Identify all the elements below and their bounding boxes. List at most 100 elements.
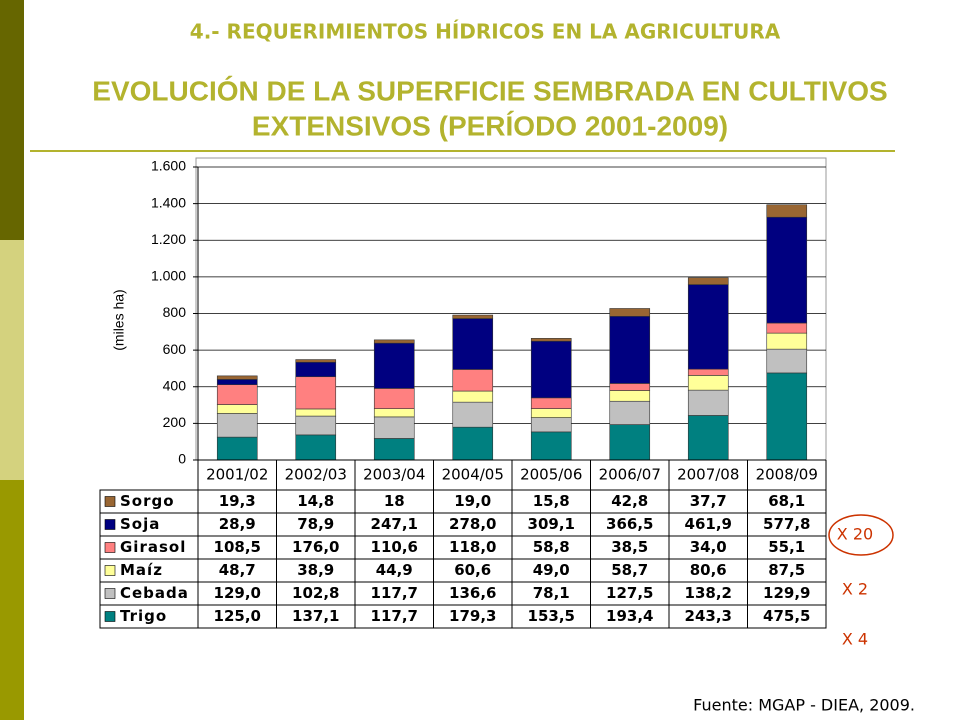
data-label: 80,6 <box>690 561 727 579</box>
bar-segment <box>687 368 729 376</box>
bar-segment <box>452 401 494 428</box>
bar-segment <box>452 318 494 370</box>
data-label: 117,7 <box>371 584 418 602</box>
data-label: 366,5 <box>606 515 653 533</box>
bar-segment <box>609 424 651 461</box>
legend-label: Maíz <box>120 561 163 579</box>
bar-segment <box>766 372 808 461</box>
bar-segment <box>452 314 494 319</box>
y-tick-label: 1.200 <box>151 231 186 247</box>
legend-swatch <box>104 496 116 507</box>
bar-segment <box>216 404 258 414</box>
y-tick-label: 0 <box>178 451 186 467</box>
bar-segment <box>452 390 494 403</box>
legend-label: Trigo <box>120 607 167 625</box>
annotation: X 20 <box>837 525 873 544</box>
data-label: 117,7 <box>371 607 418 625</box>
data-label: 37,7 <box>690 492 727 510</box>
bar-segment <box>609 308 651 317</box>
data-label: 247,1 <box>371 515 418 533</box>
data-label: 44,9 <box>376 561 413 579</box>
legend-label: Sorgo <box>120 492 175 510</box>
data-label: 19,3 <box>219 492 256 510</box>
chart-title: EXTENSIVOS (PERÍODO 2001-2009) <box>252 110 728 141</box>
bar-segment <box>687 284 729 370</box>
data-label: 137,1 <box>292 607 339 625</box>
legend-label: Soja <box>120 515 160 533</box>
data-label: 60,6 <box>454 561 491 579</box>
data-label: 461,9 <box>685 515 732 533</box>
data-label: 38,9 <box>297 561 334 579</box>
side-band <box>0 0 24 240</box>
y-axis-label: (miles ha) <box>111 289 127 350</box>
annotation-circle <box>828 514 894 556</box>
bar-segment <box>609 383 651 391</box>
bar-segment <box>766 322 808 334</box>
data-label: 125,0 <box>214 607 261 625</box>
bar-segment <box>216 413 258 438</box>
x-tick-label: 2006/07 <box>599 466 661 484</box>
bar-segment <box>216 436 258 461</box>
data-label: 243,3 <box>685 607 732 625</box>
x-tick-label: 2001/02 <box>206 466 268 484</box>
x-tick-label: 2003/04 <box>363 466 425 484</box>
data-label: 110,6 <box>371 538 418 556</box>
bar-segment <box>530 338 572 342</box>
data-label: 138,2 <box>685 584 732 602</box>
data-label: 87,5 <box>768 561 805 579</box>
bar-segment <box>295 434 337 461</box>
data-label: 176,0 <box>292 538 339 556</box>
bar-segment <box>216 375 258 380</box>
y-tick-label: 400 <box>163 377 187 393</box>
data-label: 193,4 <box>606 607 653 625</box>
bar-segment <box>530 431 572 461</box>
data-label: 38,5 <box>611 538 648 556</box>
data-label: 309,1 <box>528 515 575 533</box>
bar-segment <box>216 384 258 405</box>
data-label: 34,0 <box>690 538 727 556</box>
data-label: 102,8 <box>292 584 339 602</box>
side-band <box>0 240 24 480</box>
y-tick-label: 800 <box>163 304 187 320</box>
bar-segment <box>687 375 729 391</box>
x-tick-label: 2008/09 <box>756 466 818 484</box>
bar-segment <box>295 415 337 436</box>
legend-swatch <box>104 588 116 599</box>
chart-title: EVOLUCIÓN DE LA SUPERFICIE SEMBRADA EN C… <box>92 75 887 106</box>
bar-segment <box>373 342 415 389</box>
data-label: 19,0 <box>454 492 491 510</box>
data-label: 127,5 <box>606 584 653 602</box>
bar-segment <box>295 359 337 363</box>
legend-swatch <box>104 565 116 576</box>
y-tick-label: 600 <box>163 341 187 357</box>
bar-segment <box>609 400 651 425</box>
header: 4.- REQUERIMIENTOS HÍDRICOS EN LA AGRICU… <box>190 20 781 44</box>
data-label: 28,9 <box>219 515 256 533</box>
data-label: 129,9 <box>763 584 810 602</box>
data-label: 153,5 <box>528 607 575 625</box>
legend-label: Cebada <box>120 584 189 602</box>
data-label: 108,5 <box>214 538 261 556</box>
bar-segment <box>687 389 729 416</box>
data-label: 49,0 <box>533 561 570 579</box>
x-tick-label: 2007/08 <box>677 466 739 484</box>
bar-segment <box>766 348 808 374</box>
data-label: 68,1 <box>768 492 805 510</box>
bar-segment <box>530 417 572 433</box>
data-label: 18 <box>384 492 405 510</box>
legend-swatch <box>104 611 116 622</box>
legend-label: Girasol <box>120 538 186 556</box>
x-tick-label: 2002/03 <box>285 466 347 484</box>
x-tick-label: 2005/06 <box>520 466 582 484</box>
legend-swatch <box>104 542 116 553</box>
bar-segment <box>373 438 415 461</box>
bar-segment <box>766 216 808 324</box>
data-label: 577,8 <box>763 515 810 533</box>
bar-segment <box>530 340 572 399</box>
bar-segment <box>295 361 337 378</box>
data-label: 14,8 <box>297 492 334 510</box>
bar-segment <box>452 369 494 392</box>
bar-segment <box>295 408 337 417</box>
bar-segment <box>609 316 651 384</box>
